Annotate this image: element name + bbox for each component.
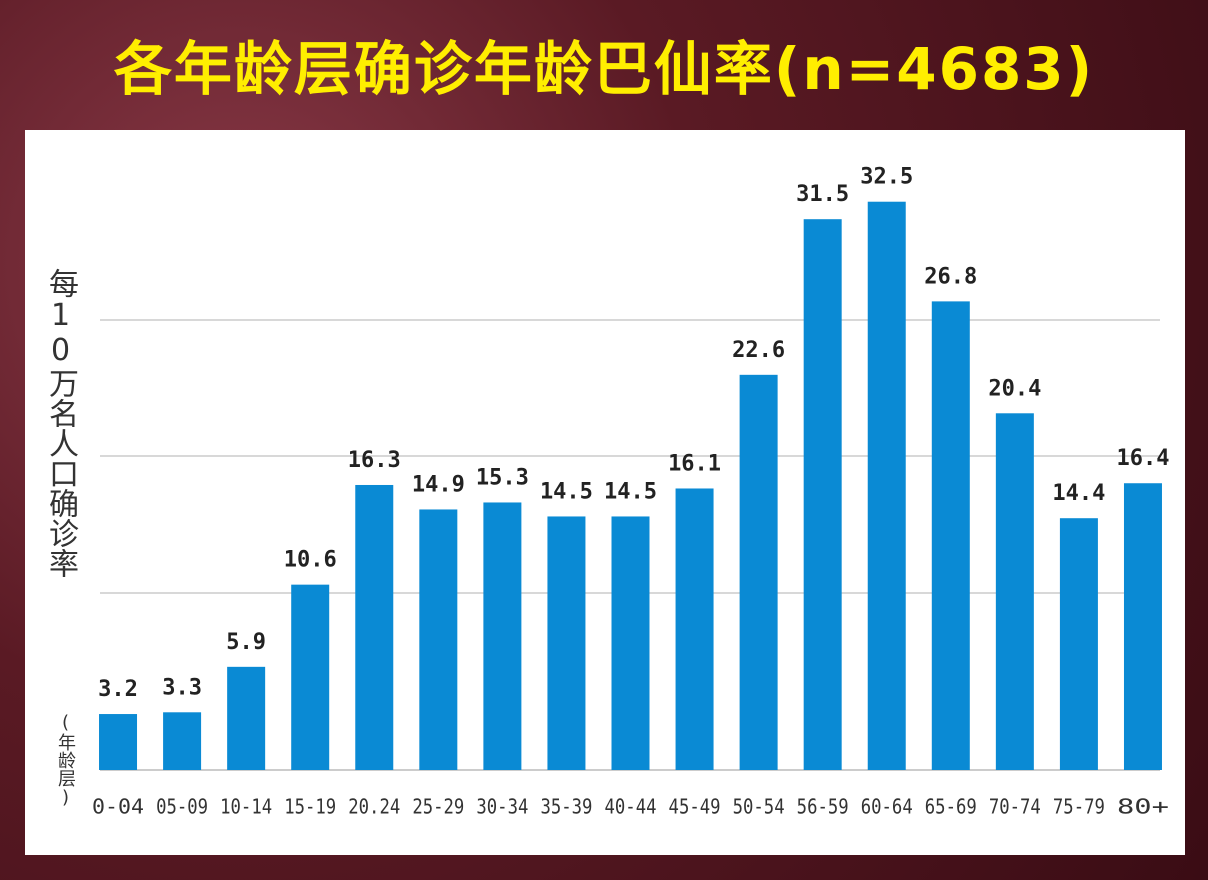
- value-label: 14.5: [604, 479, 657, 504]
- bar: [99, 714, 138, 770]
- bar: [1123, 483, 1162, 770]
- bar: [803, 219, 842, 770]
- value-label: 14.4: [1052, 481, 1105, 506]
- x-axis-label: (年龄层): [55, 712, 76, 808]
- bar: [291, 584, 330, 770]
- x-tick-label: 35-39: [540, 795, 592, 819]
- bar: [547, 516, 586, 770]
- x-tick-label: 50-54: [733, 795, 785, 819]
- x-tick-label: 60-64: [861, 795, 913, 819]
- value-label: 10.6: [284, 548, 337, 573]
- bar: [931, 301, 970, 770]
- chart-title: 各年龄层确诊年龄巴仙率(n=4683): [113, 35, 1095, 103]
- value-label: 14.5: [540, 479, 593, 504]
- bar: [995, 413, 1034, 770]
- value-label: 3.2: [98, 677, 138, 702]
- x-tick-label: 56-59: [797, 795, 849, 819]
- x-tick-label: 15-19: [284, 795, 336, 819]
- bar: [163, 712, 202, 770]
- value-label: 32.5: [860, 165, 913, 190]
- bar: [867, 201, 906, 770]
- x-tick-label: 25-29: [412, 795, 464, 819]
- chart-panel: [25, 130, 1185, 855]
- x-tick-label: 65-69: [925, 795, 977, 819]
- y-axis-label: 每10万名人口确诊率: [43, 268, 78, 578]
- x-tick-label: 70-74: [989, 795, 1041, 819]
- x-tick-label: 40-44: [605, 795, 657, 819]
- x-tick-label: 05-09: [156, 795, 208, 819]
- value-label: 16.4: [1116, 446, 1169, 471]
- value-label: 22.6: [732, 338, 785, 363]
- value-label: 31.5: [796, 182, 849, 207]
- bar: [227, 666, 266, 770]
- x-tick-label: 80+: [1117, 795, 1169, 819]
- value-label: 15.3: [476, 465, 529, 490]
- value-label: 20.4: [988, 376, 1041, 401]
- value-label: 3.3: [162, 675, 202, 700]
- x-tick-label: 30-34: [476, 795, 528, 819]
- bar: [675, 488, 714, 770]
- bar: [739, 374, 778, 770]
- x-tick-label: 75-79: [1053, 795, 1105, 819]
- x-tick-label: 0-04: [92, 795, 144, 819]
- value-label: 16.1: [668, 451, 721, 476]
- x-tick-label: 10-14: [220, 795, 272, 819]
- value-label: 16.3: [348, 448, 401, 473]
- x-tick-label: 20.24: [348, 795, 400, 819]
- value-label: 14.9: [412, 472, 465, 497]
- value-label: 26.8: [924, 264, 977, 289]
- bar: [483, 502, 522, 770]
- bar: [355, 484, 394, 770]
- bar: [1059, 518, 1098, 770]
- x-tick-label: 45-49: [669, 795, 721, 819]
- bar: [611, 516, 650, 770]
- value-label: 5.9: [226, 630, 266, 655]
- bar: [419, 509, 458, 770]
